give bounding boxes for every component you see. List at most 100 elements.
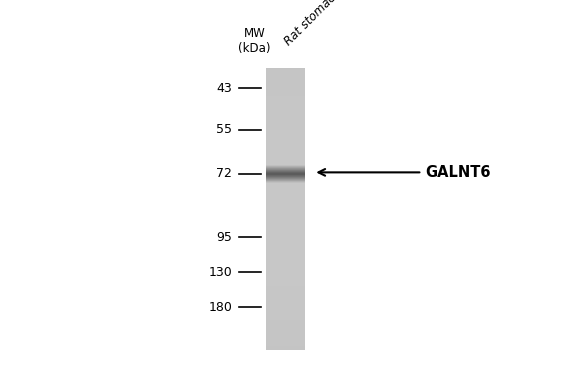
Text: 130: 130 [208,266,232,279]
Bar [266,126,305,128]
Bar [266,214,305,215]
Bar [266,163,305,164]
Bar [266,68,305,350]
Bar [266,318,305,320]
Bar [266,161,305,163]
Bar [266,143,305,146]
Bar [266,314,305,316]
Bar [266,136,305,138]
Text: 180: 180 [208,301,232,314]
Bar [266,238,305,240]
Bar [266,104,305,105]
Bar [266,291,305,293]
Bar [266,322,305,324]
Bar [266,90,305,92]
Bar [266,227,305,229]
Bar [266,248,305,249]
Bar [266,124,305,126]
Bar [266,301,305,303]
Bar [266,185,305,187]
Bar [266,75,305,77]
Bar [266,265,305,267]
Bar [266,105,305,107]
Bar [266,189,305,191]
Bar [266,139,305,141]
Bar [266,195,305,197]
Bar [266,293,305,295]
Bar [266,254,305,256]
Bar [266,246,305,248]
Bar [266,87,305,88]
Bar [266,128,305,130]
Bar [266,132,305,134]
Bar [266,333,305,335]
Bar [266,117,305,119]
Bar [266,113,305,115]
Bar [266,187,305,189]
Bar [266,181,305,183]
Bar [266,200,305,202]
Bar [266,231,305,232]
Bar [266,299,305,301]
Bar [266,303,305,305]
Bar [266,92,305,94]
Bar [266,341,305,342]
Bar [266,223,305,225]
Bar [266,122,305,124]
Bar [266,197,305,198]
Bar [266,85,305,87]
Bar [266,79,305,81]
Bar [266,267,305,269]
Bar [266,191,305,193]
Bar [266,77,305,79]
Bar [266,151,305,153]
Bar [266,153,305,155]
Bar [266,263,305,265]
Text: Rat stomach: Rat stomach [282,0,344,48]
Bar [266,174,305,176]
Bar [266,206,305,208]
Bar [266,70,305,71]
Bar [266,119,305,121]
Text: 72: 72 [217,167,232,180]
Bar [266,240,305,242]
Bar [266,149,305,151]
Bar [266,102,305,104]
Text: 55: 55 [217,123,232,136]
Bar [266,251,305,254]
Bar [266,307,305,308]
Bar [266,329,305,331]
Bar [266,284,305,286]
Bar [266,325,305,327]
Bar [266,269,305,271]
Bar [266,180,305,181]
Bar [266,71,305,73]
Bar [266,94,305,96]
Bar [266,274,305,276]
Bar [266,320,305,322]
Bar [266,100,305,102]
Bar [266,295,305,297]
Bar [266,170,305,172]
Bar [266,217,305,219]
Bar [266,312,305,314]
Bar [266,146,305,147]
Bar [266,98,305,100]
Bar [266,172,305,174]
Bar [266,297,305,299]
Bar [266,130,305,132]
Bar [266,276,305,278]
Bar [266,219,305,221]
Bar [266,221,305,223]
Bar [266,236,305,238]
Bar [266,342,305,344]
Bar [266,308,305,310]
Bar [266,229,305,231]
Bar [266,261,305,263]
Bar [266,115,305,117]
Bar [266,232,305,234]
Bar [266,344,305,346]
Bar [266,346,305,348]
Bar [266,157,305,159]
Bar [266,202,305,204]
